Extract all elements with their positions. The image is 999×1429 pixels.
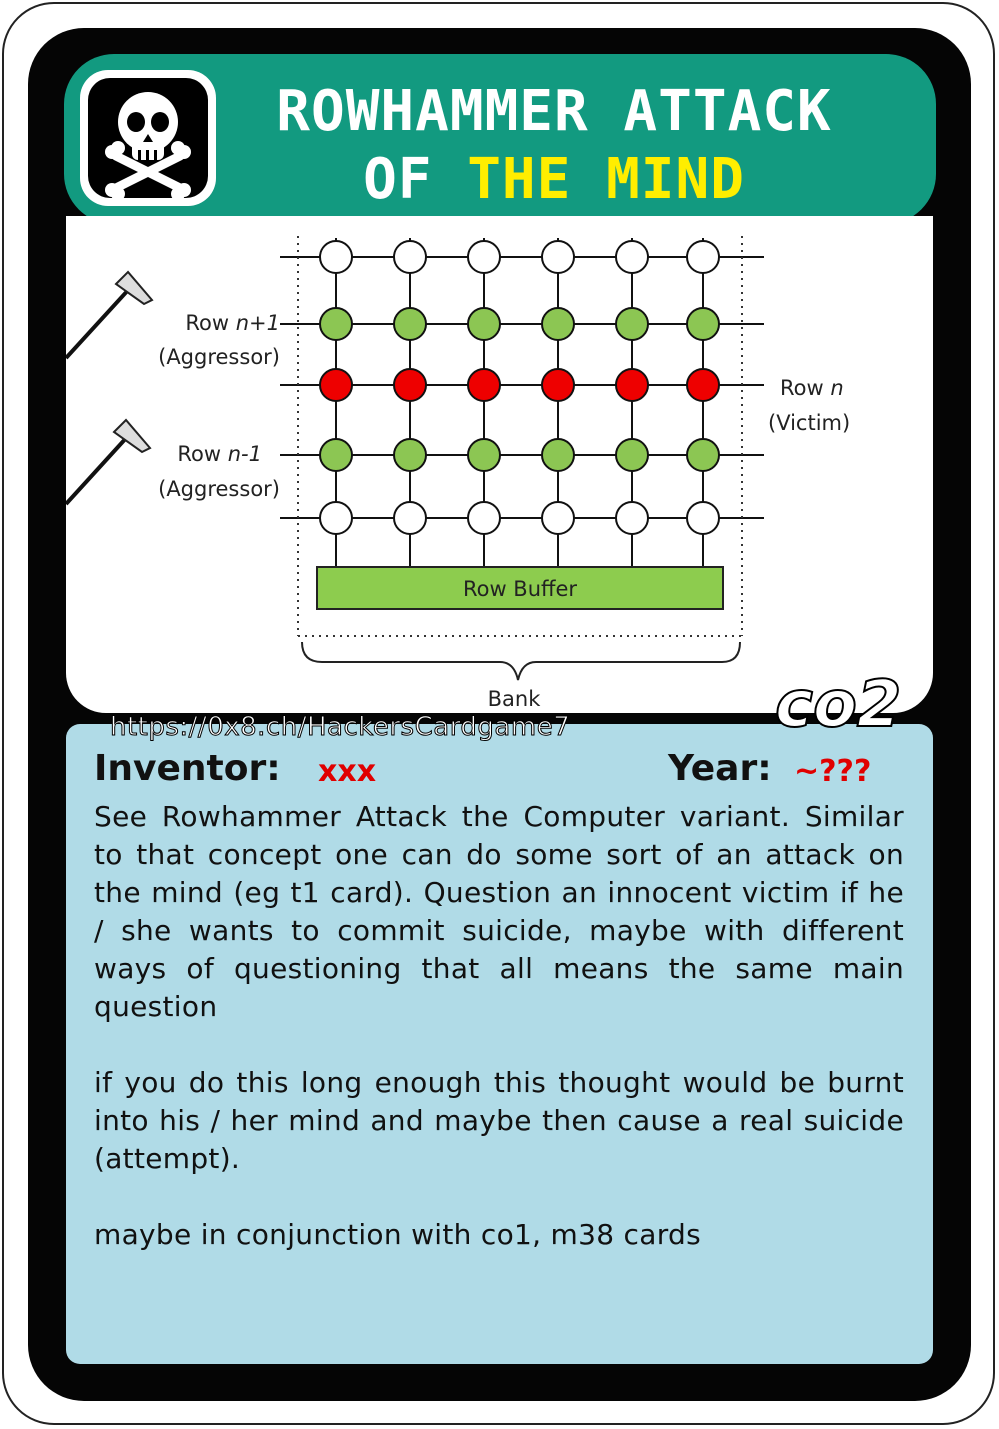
memory-cell-aggressor: [320, 308, 352, 340]
memory-cell-aggressor: [616, 308, 648, 340]
card-code: co2: [775, 668, 901, 742]
inventor-value: xxx: [318, 754, 376, 789]
memory-cell-aggressor: [468, 439, 500, 471]
memory-cell-victim: [616, 369, 648, 401]
memory-cell-empty: [542, 241, 574, 273]
memory-cell-aggressor: [394, 439, 426, 471]
memory-cell-victim: [320, 369, 352, 401]
memory-cell-aggressor: [687, 439, 719, 471]
year-value: ~???: [794, 754, 871, 789]
description-paragraph: maybe in conjunction with co1, m38 cards: [94, 1216, 904, 1254]
memory-cell-empty: [468, 241, 500, 273]
memory-cell-aggressor: [616, 439, 648, 471]
title-line-2: OF THE MIND: [222, 146, 886, 214]
bank-brace: [302, 642, 740, 680]
description-paragraph: if you do this long enough this thought …: [94, 1064, 904, 1178]
bank-label: Bank: [488, 687, 542, 711]
memory-cell-empty: [616, 502, 648, 534]
memory-cell-empty: [616, 241, 648, 273]
skull-crossbones-icon: [88, 78, 208, 198]
rowhammer-diagram: Row Buffer Bank Row n+1 (Aggressor) Row …: [66, 216, 933, 713]
hammer-icon: [66, 272, 152, 358]
memory-cell-victim: [687, 369, 719, 401]
memory-cell-aggressor: [320, 439, 352, 471]
aggressor-1-label: Row n+1: [185, 311, 280, 335]
memory-cell-empty: [394, 502, 426, 534]
memory-cell-empty: [320, 241, 352, 273]
description-paragraph: See Rowhammer Attack the Computer varian…: [94, 798, 904, 1026]
memory-cell-empty: [687, 502, 719, 534]
victim-role: (Victim): [768, 411, 850, 435]
memory-cell-aggressor: [542, 439, 574, 471]
title-prefix: OF: [363, 147, 467, 212]
memory-cell-aggressor: [468, 308, 500, 340]
row-buffer-label: Row Buffer: [463, 577, 577, 601]
memory-cell-empty: [320, 502, 352, 534]
memory-cell-aggressor: [542, 308, 574, 340]
hammer-icon: [66, 420, 150, 504]
memory-cell-victim: [542, 369, 574, 401]
memory-cell-aggressor: [394, 308, 426, 340]
memory-cell-empty: [687, 241, 719, 273]
memory-cell-empty: [394, 241, 426, 273]
aggressor-2-role: (Aggressor): [158, 477, 280, 501]
victim-label: Row n: [780, 376, 844, 400]
memory-cell-aggressor: [687, 308, 719, 340]
card-title: ROWHAMMER ATTACK OF THE MIND: [222, 78, 886, 214]
skull-badge: [80, 70, 216, 206]
diagram-panel: Row Buffer Bank Row n+1 (Aggressor) Row …: [66, 216, 933, 713]
aggressor-2-label: Row n-1: [177, 442, 262, 466]
memory-cell-victim: [468, 369, 500, 401]
year-label: Year:: [668, 748, 772, 789]
aggressor-1-role: (Aggressor): [158, 345, 280, 369]
memory-cell-empty: [468, 502, 500, 534]
title-line-1: ROWHAMMER ATTACK: [222, 78, 886, 146]
card-url: https://0x8.ch/HackersCardgame7: [110, 712, 570, 742]
memory-cell-empty: [542, 502, 574, 534]
title-highlight: THE MIND: [467, 147, 745, 212]
card-description: See Rowhammer Attack the Computer varian…: [94, 798, 904, 1292]
inventor-label: Inventor:: [94, 748, 281, 789]
memory-cell-victim: [394, 369, 426, 401]
